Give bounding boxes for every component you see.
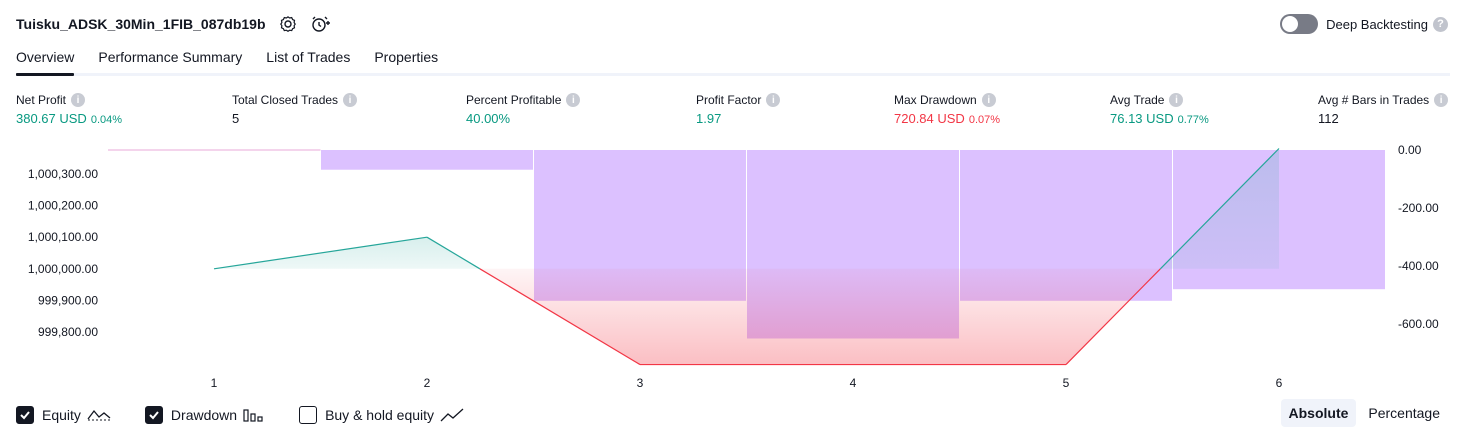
metric-value: 40.00% [466,111,511,126]
drawdown-bar [321,150,533,170]
metric-max-drawdown: Max Drawdown i 720.84 USD 0.07% [894,93,1000,126]
strategy-title: Tuisku_ADSK_30Min_1FIB_087db19b [16,16,266,32]
equity-line [213,148,1280,366]
metric-value: 380.67 USD [16,111,87,126]
info-icon[interactable]: i [1169,93,1184,107]
tab-properties[interactable]: Properties [374,49,439,65]
metric-value: 5 [232,111,240,126]
drawdown-bars-icon [243,407,265,423]
deep-backtesting-toggle[interactable] [1280,14,1319,34]
metric-label: Max Drawdown [894,93,977,107]
equity-segment [479,268,641,366]
tab-overview[interactable]: Overview [16,44,75,76]
x-axis-tick: 4 [850,376,857,390]
equity-segment [1159,148,1280,270]
gear-icon[interactable] [278,14,298,34]
metric-avg-bars: Avg # Bars in Trades i 112 [1318,93,1449,126]
left-axis-tick: 1,000,000.00 [28,262,98,276]
info-icon[interactable]: i [343,93,358,107]
metric-value: 112 [1318,111,1339,126]
legend-label: Equity [42,407,81,423]
metric-total-closed-trades: Total Closed Trades i 5 [232,93,358,126]
equity-area [640,268,853,365]
metric-label: Avg # Bars in Trades [1318,93,1430,107]
left-axis-tick: 1,000,300.00 [28,167,98,181]
left-axis-tick: 1,000,200.00 [28,199,98,213]
info-icon[interactable]: i [566,93,581,107]
equity-area [427,237,480,269]
metric-label: Total Closed Trades [232,93,339,107]
mode-switch: Absolute Percentage [1277,399,1449,427]
metric-label: Avg Trade [1110,93,1165,107]
deep-backtesting: Deep Backtesting ? [1280,13,1448,35]
metric-value: 1.97 [696,111,722,126]
metric-percent-profitable: Percent Profitable i 40.00% [466,93,581,126]
x-axis-tick: 2 [424,376,431,390]
absolute-button[interactable]: Absolute [1280,399,1357,427]
right-axis-tick: -400.00 [1398,259,1439,273]
metric-percent: 0.07% [968,114,1001,126]
metric-profit-factor: Profit Factor i 1.97 [696,93,781,126]
legend-label: Drawdown [170,407,238,423]
checkbox-buy-hold[interactable] [299,406,318,424]
help-icon[interactable]: ? [1433,16,1448,32]
chart-svg: 1,000,300.00 1,000,200.00 1,000,100.00 1,00… [28,143,1439,390]
metrics-row: Net Profit i 380.67 USD 0.04% Total Closed… [16,93,1450,133]
equity-area [214,237,427,269]
right-axis: 0.00 -200.00 -400.00 -600.00 [1398,143,1439,331]
checkbox-drawdown[interactable] [144,406,163,424]
legend-buy-hold[interactable]: Buy & hold equity [299,406,464,424]
percentage-button[interactable]: Percentage [1368,405,1440,421]
add-alert-icon[interactable] [310,14,330,34]
checkbox-equity[interactable] [16,406,34,424]
strategy-header: Tuisku_ADSK_30Min_1FIB_087db19b [16,13,330,35]
right-axis-tick: 0.00 [1398,143,1422,157]
metric-label: Profit Factor [696,93,762,107]
metric-label: Net Profit [16,93,67,107]
legend-equity[interactable]: Equity [16,406,111,424]
toggle-knob [1282,16,1299,32]
equity-chart[interactable]: 1,000,300.00 1,000,200.00 1,000,100.00 1,00… [0,140,1466,395]
info-icon[interactable]: i [1434,93,1449,107]
left-axis-tick: 1,000,100.00 [28,230,98,244]
metric-percent: 0.77% [1177,114,1209,126]
equity-area [853,268,1066,365]
info-icon[interactable]: i [766,93,781,107]
tab-list-of-trades[interactable]: List of Trades [266,49,351,65]
metric-net-profit: Net Profit i 380.67 USD 0.04% [16,93,122,126]
tab-performance-summary[interactable]: Performance Summary [98,49,243,65]
deep-backtesting-label: Deep Backtesting [1326,16,1428,32]
x-axis-tick: 6 [1276,376,1283,390]
metric-value: 720.84 USD [894,111,965,126]
legend-drawdown[interactable]: Drawdown [144,406,265,424]
chart-legend: Equity Drawdown Buy & hold equity [16,402,1450,428]
equity-line-icon [87,407,111,423]
x-axis-tick: 5 [1063,376,1070,390]
left-axis-tick: 999,900.00 [38,293,98,307]
right-axis-tick: -200.00 [1398,201,1439,215]
metric-value: 76.13 USD [1110,111,1174,126]
right-axis-tick: -600.00 [1398,317,1439,331]
equity-segment [213,236,428,270]
x-axis-tick: 1 [211,376,218,390]
equity-segment [426,236,481,270]
metric-avg-trade: Avg Trade i 76.13 USD 0.77% [1110,93,1209,126]
metric-label: Percent Profitable [466,93,562,107]
left-axis-tick: 999,800.00 [38,325,98,339]
x-axis-tick: 3 [637,376,644,390]
x-axis: 1 2 3 4 5 6 [211,376,1283,390]
metric-percent: 0.04% [90,114,123,126]
report-tabs: Overview Performance Summary List of Tra… [16,44,1450,76]
info-icon[interactable]: i [981,93,996,107]
equity-segment [1065,268,1161,365]
buy-hold-line-icon [440,407,464,423]
left-axis: 1,000,300.00 1,000,200.00 1,000,100.00 1,00… [28,167,98,339]
legend-label: Buy & hold equity [325,407,435,423]
info-icon[interactable]: i [71,93,86,107]
